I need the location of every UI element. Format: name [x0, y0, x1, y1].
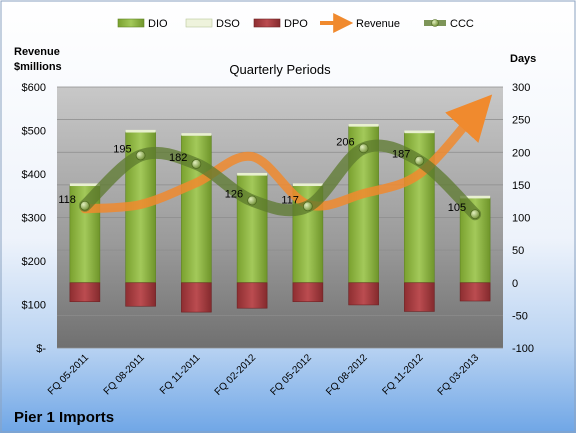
dso-bar: [69, 183, 100, 187]
ccc-value-label: 206: [336, 136, 354, 148]
ccc-point: [135, 150, 146, 161]
left-tick-label: $600: [22, 82, 46, 94]
right-tick-label: 200: [512, 147, 530, 159]
ccc-series: 118 195 182 126 117 206 187 105: [58, 136, 482, 221]
dpo-bar: [459, 282, 491, 302]
dso-bar: [237, 172, 268, 176]
legend-revenue-label: Revenue: [356, 18, 400, 30]
left-axis-ticks: $600 $500 $400 $300 $200 $100 $-: [22, 82, 47, 355]
dso-bar: [348, 123, 379, 127]
dpo-bar: [181, 282, 212, 313]
left-axis-title-line1: Revenue: [14, 46, 60, 58]
ccc-value-label: 187: [392, 149, 410, 161]
revenue-series: [80, 94, 493, 214]
ccc-point: [470, 209, 481, 220]
right-tick-label: 250: [512, 115, 530, 127]
left-tick-label: $400: [22, 169, 46, 181]
chart-title: Quarterly Periods: [229, 62, 331, 77]
ccc-point: [358, 143, 369, 154]
left-tick-label: $300: [22, 213, 46, 225]
right-tick-label: 100: [512, 213, 530, 225]
dpo-bar: [404, 282, 435, 312]
right-tick-label: -50: [512, 310, 528, 322]
dso-bar: [125, 129, 156, 133]
left-axis-title-line2: $millions: [14, 61, 62, 73]
dso-bar: [181, 133, 212, 136]
right-tick-label: 50: [512, 245, 524, 257]
ccc-value-label: 126: [225, 189, 243, 201]
ccc-value-label: 182: [169, 152, 187, 164]
ccc-value-label: 105: [448, 202, 466, 214]
right-axis-ticks: 300 250 200 150 100 50 0 -50 -100: [512, 82, 534, 355]
left-tick-label: $200: [22, 256, 46, 268]
legend-ccc-label: CCC: [450, 18, 474, 30]
ccc-point: [302, 201, 313, 212]
right-tick-label: 0: [512, 278, 518, 290]
dpo-bar: [236, 282, 268, 309]
legend-ccc-marker: [431, 19, 439, 27]
ccc-point: [79, 200, 90, 211]
dpo-bar: [292, 282, 324, 302]
dso-bar: [404, 130, 435, 134]
ccc-value-label: 118: [58, 194, 76, 206]
ccc-point: [414, 155, 425, 166]
dso-bar: [460, 195, 491, 199]
legend-dso-label: DSO: [216, 18, 240, 30]
ccc-value-label: 117: [281, 194, 299, 206]
revenue-line: [80, 94, 493, 214]
legend-dio-swatch: [117, 18, 145, 28]
ccc-value-label: 195: [113, 144, 131, 156]
company-name: Pier 1 Imports: [14, 409, 114, 426]
legend-dio-label: DIO: [148, 18, 168, 30]
right-axis-title: Days: [510, 53, 536, 65]
dpo-bar: [69, 282, 101, 302]
left-tick-label: $500: [22, 126, 46, 138]
left-tick-label: $-: [36, 343, 46, 355]
ccc-point: [191, 159, 202, 169]
ccc-point: [247, 195, 258, 206]
right-tick-label: 150: [512, 180, 530, 192]
bars: [69, 123, 491, 313]
right-tick-label: -100: [512, 343, 534, 355]
legend-dso-swatch: [185, 18, 213, 28]
legend: DIO DSO DPO Revenue CCC: [117, 13, 474, 33]
legend-dpo-label: DPO: [284, 18, 308, 30]
dso-bar: [292, 183, 323, 187]
right-tick-label: 300: [512, 82, 530, 94]
legend-dpo-swatch: [253, 18, 281, 28]
dpo-bar: [348, 282, 379, 306]
left-tick-label: $100: [22, 300, 46, 312]
dpo-bar: [125, 282, 156, 307]
